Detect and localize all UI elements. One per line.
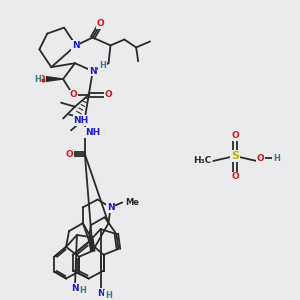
Text: H: H bbox=[273, 154, 280, 163]
Text: O: O bbox=[257, 154, 265, 163]
Text: O: O bbox=[38, 74, 45, 83]
Text: H: H bbox=[99, 61, 106, 70]
Text: H: H bbox=[105, 291, 112, 300]
Text: N: N bbox=[89, 67, 97, 76]
Text: O: O bbox=[69, 90, 77, 99]
Text: H₃C: H₃C bbox=[193, 157, 211, 166]
Text: O: O bbox=[65, 150, 73, 159]
Text: H: H bbox=[80, 286, 86, 295]
Text: NH: NH bbox=[85, 128, 100, 137]
Text: N: N bbox=[72, 41, 80, 50]
Text: N: N bbox=[97, 289, 104, 298]
Text: S: S bbox=[231, 151, 239, 161]
Text: H: H bbox=[34, 74, 41, 83]
Text: O: O bbox=[231, 172, 239, 181]
Text: O: O bbox=[97, 19, 104, 28]
Text: O: O bbox=[105, 90, 112, 99]
Text: Me: Me bbox=[125, 198, 139, 207]
Text: NH: NH bbox=[73, 116, 88, 125]
Text: N: N bbox=[107, 203, 114, 212]
Polygon shape bbox=[45, 76, 63, 82]
Text: N: N bbox=[71, 284, 79, 293]
Text: O: O bbox=[231, 131, 239, 140]
